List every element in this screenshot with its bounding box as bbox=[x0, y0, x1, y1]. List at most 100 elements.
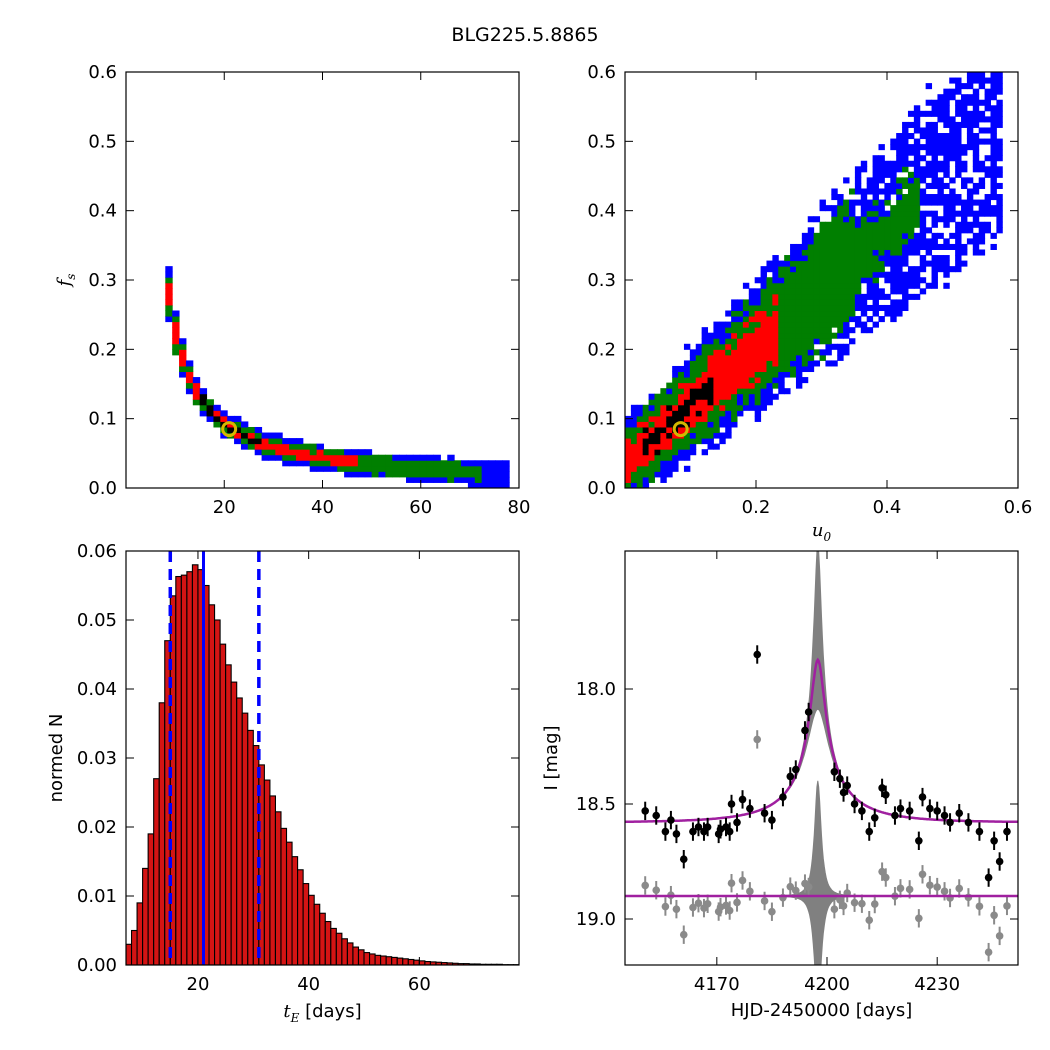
posterior-cell bbox=[412, 471, 421, 478]
posterior-cell bbox=[754, 299, 762, 306]
posterior-cell bbox=[316, 460, 324, 467]
posterior-cell bbox=[731, 354, 738, 361]
posterior-cell bbox=[689, 449, 697, 456]
posterior-cell bbox=[984, 199, 991, 206]
posterior-cell bbox=[309, 465, 318, 472]
posterior-cell bbox=[849, 249, 856, 256]
posterior-cell bbox=[295, 443, 304, 450]
posterior-cell bbox=[488, 476, 496, 483]
posterior-cell bbox=[884, 255, 891, 262]
residual-point bbox=[760, 897, 769, 905]
posterior-cell bbox=[990, 72, 997, 79]
posterior-cell bbox=[872, 310, 879, 317]
posterior-cell bbox=[172, 338, 180, 345]
posterior-cell bbox=[961, 216, 968, 223]
posterior-cell bbox=[843, 277, 850, 284]
posterior-cell bbox=[866, 304, 874, 312]
posterior-cell bbox=[943, 282, 950, 289]
posterior-cell bbox=[268, 432, 276, 439]
posterior-cell bbox=[689, 349, 697, 356]
posterior-cell bbox=[937, 216, 944, 223]
posterior-cell bbox=[801, 349, 809, 356]
posterior-cell bbox=[689, 399, 697, 406]
posterior-cell bbox=[261, 454, 269, 461]
posterior-cell bbox=[825, 221, 832, 228]
posterior-cell bbox=[860, 188, 868, 195]
posterior-cell bbox=[433, 476, 441, 483]
posterior-cell bbox=[984, 171, 991, 178]
posterior-cell bbox=[454, 465, 462, 472]
posterior-cell bbox=[819, 299, 826, 306]
posterior-cell bbox=[654, 460, 661, 467]
posterior-cell bbox=[713, 327, 720, 334]
posterior-cell bbox=[884, 227, 891, 234]
histogram-bar bbox=[391, 956, 398, 965]
posterior-cell bbox=[813, 349, 821, 356]
posterior-cell bbox=[961, 227, 968, 234]
posterior-cell bbox=[831, 255, 838, 262]
posterior-cell bbox=[636, 460, 644, 467]
posterior-cell bbox=[642, 471, 650, 478]
posterior-cell bbox=[866, 293, 874, 300]
posterior-cell bbox=[943, 216, 950, 223]
posterior-cell bbox=[831, 210, 838, 217]
posterior-cell bbox=[919, 243, 927, 250]
posterior-cell bbox=[784, 255, 791, 262]
posterior-cell bbox=[949, 127, 956, 134]
posterior-cell bbox=[807, 299, 815, 306]
posterior-cell bbox=[701, 410, 709, 417]
posterior-cell bbox=[931, 177, 938, 184]
posterior-cell bbox=[707, 388, 714, 395]
posterior-cell bbox=[819, 316, 826, 323]
posterior-cell bbox=[931, 105, 938, 112]
posterior-cell bbox=[896, 310, 903, 317]
posterior-cell bbox=[943, 155, 950, 162]
posterior-cell bbox=[392, 460, 400, 467]
posterior-cell bbox=[642, 426, 650, 434]
posterior-cell bbox=[966, 72, 974, 79]
posterior-cell bbox=[719, 393, 726, 400]
posterior-cell bbox=[784, 332, 791, 339]
posterior-cell bbox=[672, 371, 679, 378]
posterior-cell bbox=[695, 410, 703, 417]
posterior-cell bbox=[949, 138, 956, 145]
posterior-cell bbox=[289, 454, 297, 461]
posterior-cell bbox=[630, 426, 638, 434]
posterior-cell bbox=[813, 332, 821, 339]
posterior-cell bbox=[860, 205, 868, 212]
posterior-cell bbox=[707, 382, 714, 389]
posterior-cell bbox=[772, 321, 779, 328]
posterior-cell bbox=[990, 110, 997, 117]
posterior-cell bbox=[660, 404, 667, 411]
x-tick-label: 60 bbox=[409, 497, 432, 518]
posterior-cell bbox=[683, 432, 691, 439]
posterior-cell bbox=[742, 316, 750, 323]
y-tick-label: 18.5 bbox=[576, 794, 616, 815]
residual-point bbox=[746, 887, 754, 896]
posterior-cell bbox=[807, 243, 815, 250]
posterior-cell bbox=[966, 210, 974, 217]
histogram-bar bbox=[418, 960, 426, 965]
posterior-cell bbox=[790, 338, 797, 345]
posterior-cell bbox=[795, 360, 803, 367]
posterior-cell bbox=[972, 243, 980, 250]
posterior-cell bbox=[866, 277, 874, 284]
posterior-cell bbox=[902, 121, 909, 128]
posterior-cell bbox=[707, 421, 714, 428]
residual-point bbox=[870, 900, 879, 908]
posterior-cell bbox=[454, 471, 462, 478]
data-point bbox=[926, 804, 934, 813]
posterior-cell bbox=[949, 177, 956, 184]
posterior-cell bbox=[996, 221, 1003, 228]
posterior-cell bbox=[725, 332, 732, 339]
posterior-cell bbox=[990, 94, 997, 101]
posterior-cell bbox=[795, 249, 803, 256]
posterior-cell bbox=[978, 177, 986, 184]
posterior-cell bbox=[902, 160, 909, 167]
posterior-cell bbox=[364, 460, 373, 467]
posterior-cell bbox=[268, 443, 276, 450]
posterior-cell bbox=[913, 171, 921, 178]
posterior-cell bbox=[426, 454, 435, 461]
posterior-cell bbox=[701, 354, 709, 361]
posterior-cell bbox=[784, 354, 791, 361]
